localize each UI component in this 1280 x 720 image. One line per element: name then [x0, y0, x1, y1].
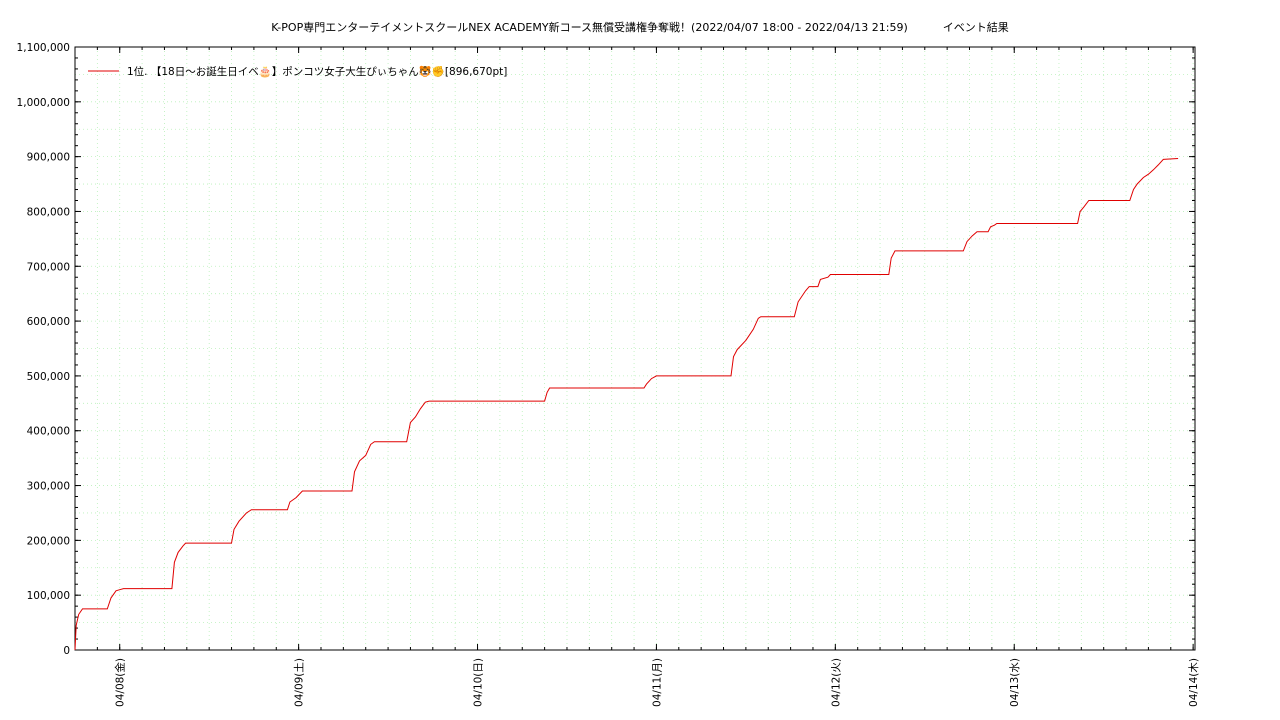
chart-title: K-POP専門エンターテイメントスクールNEX ACADEMY新コース無償受講権…: [271, 21, 1009, 34]
axes: 0 100,000 200,000 300,000 400,000 500,000 600,…: [17, 42, 1201, 707]
x-tick-label: 04/12(火): [830, 658, 842, 707]
series-line: [74, 158, 1179, 651]
y-tick-label: 300,000: [27, 481, 70, 493]
y-tick-label: 900,000: [27, 152, 70, 164]
x-tick-label: 04/13(水): [1009, 658, 1021, 707]
y-tick-label: 700,000: [27, 261, 70, 273]
plot-frame: [74, 46, 1196, 651]
x-tick-label: 04/08(金): [114, 658, 127, 707]
y-tick-label: 1,000,000: [17, 97, 70, 109]
x-tick-label: 04/11(月): [651, 658, 663, 707]
y-tick-label: 1,100,000: [17, 42, 70, 54]
y-tick-label: 100,000: [27, 590, 70, 602]
gridlines: [74, 46, 1195, 651]
series-layer: [74, 158, 1179, 651]
legend: 1位. 【18日〜お誕生日イベ🎂】ポンコツ女子大生ぴぃちゃん🐯✊[896,670…: [88, 65, 507, 78]
x-tick-label: 04/14(木): [1188, 658, 1200, 707]
y-tick-label: 800,000: [27, 206, 70, 218]
y-tick-label: 200,000: [27, 535, 70, 547]
y-tick-label: 400,000: [27, 426, 70, 438]
y-tick-label: 0: [63, 645, 70, 657]
x-tick-label: 04/09(土): [293, 658, 306, 707]
y-tick-label: 500,000: [27, 371, 70, 383]
legend-label: 1位. 【18日〜お誕生日イベ🎂】ポンコツ女子大生ぴぃちゃん🐯✊[896,670…: [127, 65, 507, 78]
x-tick-label: 04/10(日): [473, 658, 485, 707]
y-tick-label: 600,000: [27, 316, 70, 328]
